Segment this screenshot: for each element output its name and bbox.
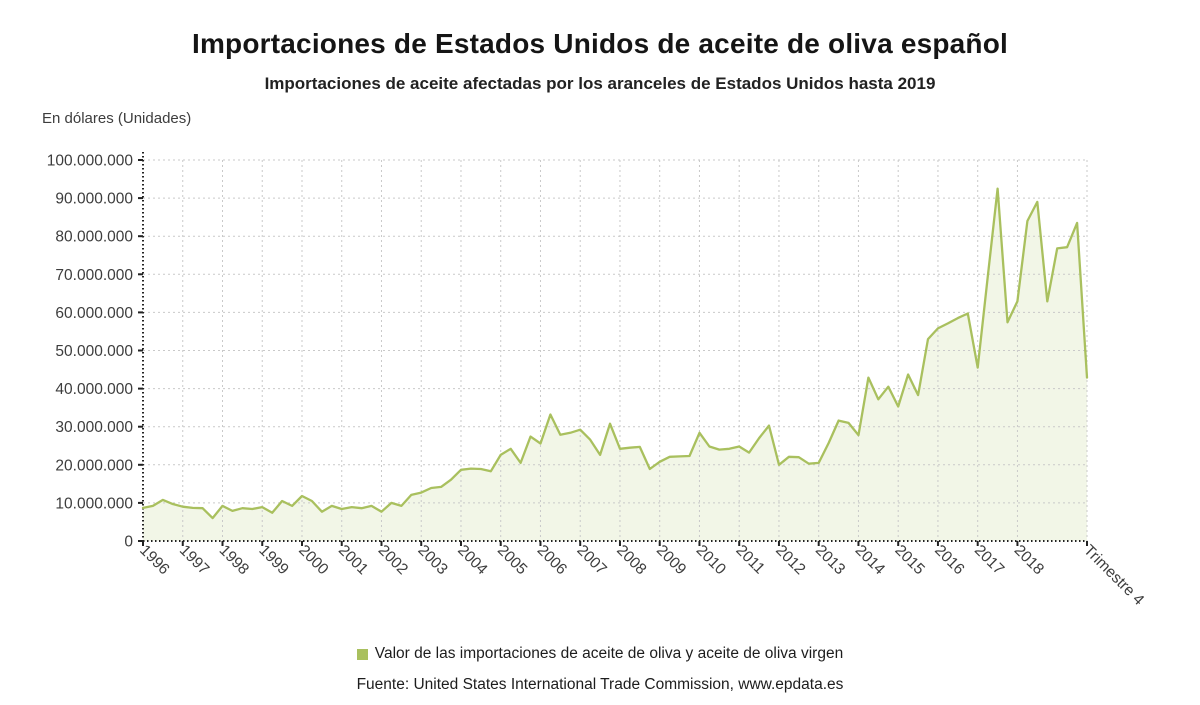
chart-subtitle: Importaciones de aceite afectadas por lo… <box>264 74 936 93</box>
y-axis-tick-label: 100.000.000 <box>47 153 134 170</box>
x-axis-tick-label: 2014 <box>852 542 889 579</box>
data-line <box>141 187 1089 520</box>
legend-label: Valor de las importaciones de aceite de … <box>374 645 844 662</box>
x-axis-tick-label: 1997 <box>176 542 212 578</box>
x-axis-tick-label: 2003 <box>414 542 450 578</box>
y-axis-tick-label: 20.000.000 <box>55 457 133 474</box>
x-axis-tick-label: 2017 <box>971 542 1007 578</box>
x-axis-tick-label: 2004 <box>454 542 491 579</box>
x-axis-tick-label: 2008 <box>613 542 649 578</box>
x-axis-tick-label: 2010 <box>693 542 730 579</box>
x-axis-tick-label: 2015 <box>891 542 927 578</box>
y-axis-tick-label: 40.000.000 <box>55 381 133 398</box>
x-axis-tick-label: 2007 <box>573 542 609 578</box>
x-axis-tick-label: 2005 <box>494 542 530 578</box>
x-axis-tick-label: 1998 <box>216 542 252 578</box>
y-axis-tick-label: 70.000.000 <box>55 267 133 284</box>
y-axis-tick-label: 10.000.000 <box>55 495 133 512</box>
x-axis-tick-label: 2009 <box>653 542 689 578</box>
x-axis-tick-label: 2012 <box>772 542 808 578</box>
legend: Valor de las importaciones de aceite de … <box>0 645 1200 663</box>
chart-canvas: 0 10.000.000 20.000.000 30.000.000 40.000.00… <box>47 152 1147 609</box>
x-axis-tick-label: 2001 <box>335 542 371 578</box>
y-axis-tick-label: 50.000.000 <box>55 343 133 360</box>
y-axis-tick-label: 0 <box>124 534 133 551</box>
y-axis-units-label: En dólares (Unidades) <box>42 110 192 127</box>
x-axis-tick-label: 1996 <box>136 542 172 578</box>
x-axis-tick-label: 2002 <box>375 542 411 578</box>
x-axis-tick-label: 2013 <box>812 542 848 578</box>
legend-swatch-icon <box>356 648 368 660</box>
y-axis-tick-label: 30.000.000 <box>55 419 133 436</box>
x-axis-tick-label: 2018 <box>1011 542 1047 578</box>
chart-title: Importaciones de Estados Unidos de aceit… <box>191 28 1009 59</box>
x-axis-tick-label: Trimestre 4 <box>1080 542 1147 609</box>
y-axis-tick-label: 90.000.000 <box>55 191 133 208</box>
x-axis-tick-label: 2011 <box>732 542 768 578</box>
x-axis-tick-label: 1999 <box>255 542 291 578</box>
x-axis-tick-label: 2006 <box>534 542 570 578</box>
data-area <box>143 188 1087 541</box>
x-axis-tick-label: 2016 <box>931 542 967 578</box>
y-axis-tick-label: 60.000.000 <box>55 305 133 322</box>
y-axis-tick-label: 80.000.000 <box>55 229 133 246</box>
source-text: Fuente: United States International Trad… <box>356 676 844 693</box>
x-axis-tick-label: 2000 <box>295 542 332 579</box>
